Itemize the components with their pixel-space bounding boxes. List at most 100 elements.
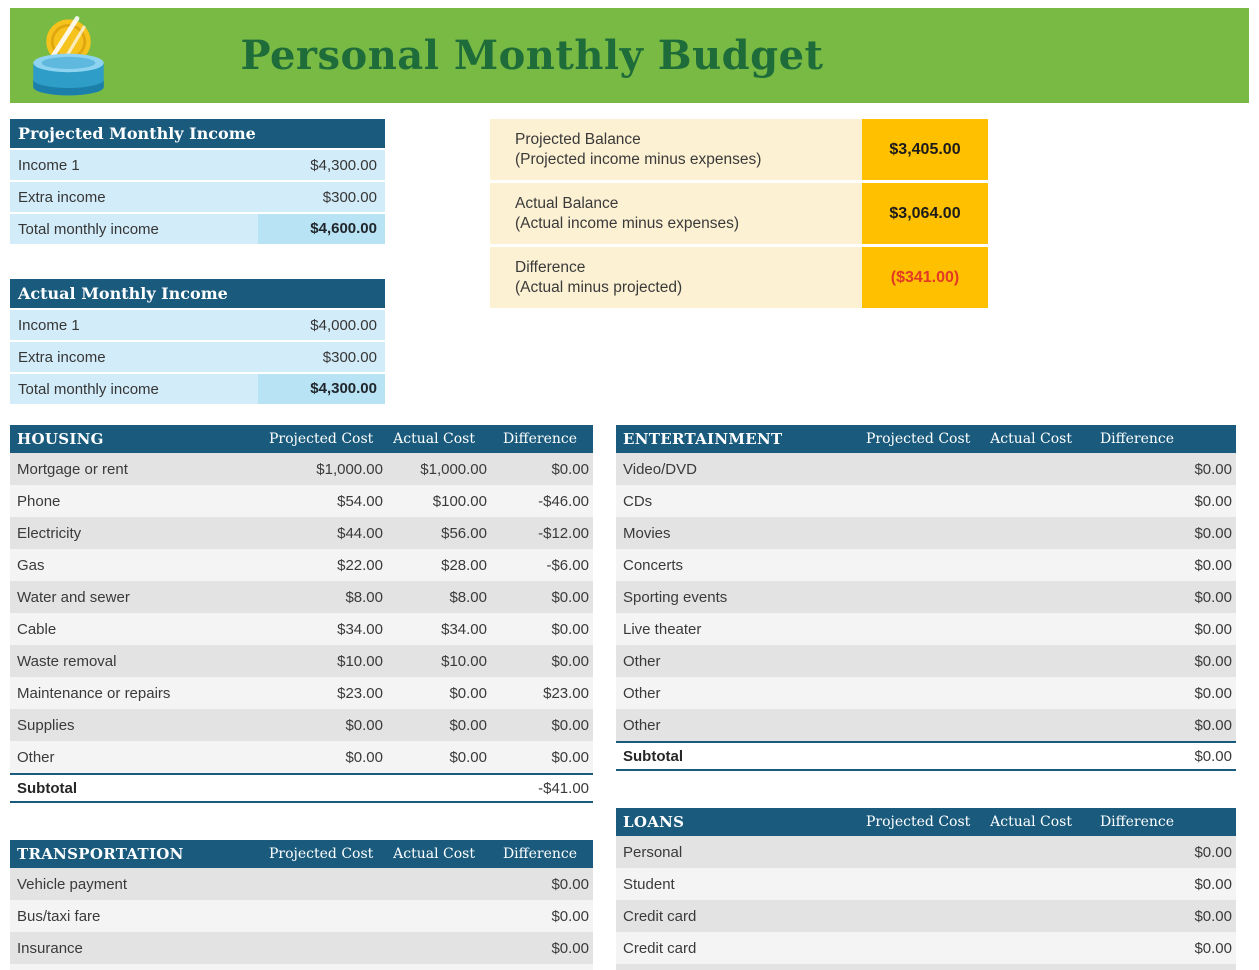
difference-cell[interactable]: $0.00: [1194, 652, 1232, 670]
difference-cell[interactable]: $0.00: [551, 716, 589, 734]
difference-cell[interactable]: $0.00: [1194, 907, 1232, 925]
balance-value-cell[interactable]: ($341.00): [862, 247, 988, 308]
expense-label-cell[interactable]: Credit card: [623, 939, 697, 957]
actual-cost-cell[interactable]: $56.00: [441, 524, 487, 542]
expense-category-title-cell[interactable]: ENTERTAINMENT: [623, 430, 783, 448]
expense-label-cell[interactable]: Water and sewer: [17, 588, 130, 606]
difference-cell[interactable]: $0.00: [551, 748, 589, 766]
actual-cost-cell[interactable]: $0.00: [449, 748, 487, 766]
income-value-cell[interactable]: $4,000.00: [310, 316, 377, 334]
income-label-cell[interactable]: Extra income: [18, 348, 106, 366]
actual-cost-cell[interactable]: $28.00: [441, 556, 487, 574]
difference-cell[interactable]: $0.00: [551, 620, 589, 638]
income-label-cell[interactable]: Income 1: [18, 316, 80, 334]
column-header-cell[interactable]: Projected Cost: [866, 814, 971, 830]
projected-cost-cell[interactable]: $54.00: [337, 492, 383, 510]
difference-cell[interactable]: $0.00: [1194, 716, 1232, 734]
expense-category-title-cell[interactable]: TRANSPORTATION: [17, 845, 184, 863]
expense-label-cell[interactable]: Insurance: [17, 939, 83, 957]
difference-cell[interactable]: $0.00: [1194, 875, 1232, 893]
projected-cost-cell[interactable]: $1,000.00: [316, 460, 383, 478]
column-header-cell[interactable]: Projected Cost: [269, 431, 374, 447]
expense-label-cell[interactable]: Video/DVD: [623, 460, 697, 478]
subtotal-label-cell[interactable]: Subtotal: [17, 779, 77, 797]
projected-cost-cell[interactable]: $23.00: [337, 684, 383, 702]
actual-cost-cell[interactable]: $100.00: [432, 492, 487, 510]
balance-value-cell[interactable]: $3,064.00: [862, 183, 988, 244]
income-value-cell[interactable]: $300.00: [322, 348, 377, 366]
subtotal-label-cell[interactable]: Subtotal: [623, 747, 683, 765]
projected-cost-cell[interactable]: $34.00: [337, 620, 383, 638]
expense-label-cell[interactable]: Waste removal: [17, 652, 117, 670]
difference-cell[interactable]: $0.00: [1194, 556, 1232, 574]
actual-cost-cell[interactable]: $8.00: [449, 588, 487, 606]
difference-cell[interactable]: $0.00: [1194, 620, 1232, 638]
column-header-cell[interactable]: Actual Cost: [990, 431, 1072, 447]
balance-label-cell[interactable]: Difference (Actual minus projected): [490, 247, 862, 308]
expense-label-cell[interactable]: CDs: [623, 492, 653, 510]
column-header-cell[interactable]: Projected Cost: [269, 846, 374, 862]
difference-cell[interactable]: -$46.00: [538, 492, 589, 510]
expense-label-cell[interactable]: Concerts: [623, 556, 684, 574]
difference-cell[interactable]: $0.00: [1194, 939, 1232, 957]
difference-cell[interactable]: $0.00: [551, 939, 589, 957]
expense-label-cell[interactable]: Electricity: [17, 524, 82, 542]
expense-label-cell[interactable]: Sporting events: [623, 588, 728, 606]
projected-cost-cell[interactable]: $8.00: [345, 588, 383, 606]
income-total-label-cell[interactable]: Total monthly income: [18, 220, 159, 238]
income-label-cell[interactable]: Income 1: [18, 156, 80, 174]
difference-cell[interactable]: -$6.00: [546, 556, 589, 574]
subtotal-difference-cell[interactable]: $0.00: [1194, 747, 1232, 765]
income-total-value-cell[interactable]: $4,300.00: [258, 374, 385, 404]
expense-label-cell[interactable]: Other: [623, 716, 661, 734]
difference-cell[interactable]: $0.00: [1194, 843, 1232, 861]
expense-label-cell[interactable]: Credit card: [623, 907, 697, 925]
actual-cost-cell[interactable]: $10.00: [441, 652, 487, 670]
projected-cost-cell[interactable]: $44.00: [337, 524, 383, 542]
subtotal-difference-cell[interactable]: -$41.00: [538, 779, 589, 797]
column-header-cell[interactable]: Difference: [1099, 814, 1174, 830]
expense-label-cell[interactable]: Cable: [17, 620, 57, 638]
expense-label-cell[interactable]: Gas: [17, 556, 45, 574]
expense-label-cell[interactable]: Mortgage or rent: [17, 460, 128, 478]
expense-label-cell[interactable]: Other: [623, 652, 661, 670]
income-value-cell[interactable]: $300.00: [322, 188, 377, 206]
difference-cell[interactable]: $23.00: [543, 684, 589, 702]
difference-cell[interactable]: $0.00: [1194, 684, 1232, 702]
expense-label-cell[interactable]: Other: [17, 748, 55, 766]
difference-cell[interactable]: $0.00: [1194, 492, 1232, 510]
income-table-header-cell[interactable]: Projected Monthly Income: [10, 119, 385, 148]
difference-cell[interactable]: $0.00: [551, 875, 589, 893]
balance-label-cell[interactable]: Actual Balance (Actual income minus expe…: [490, 183, 862, 244]
projected-cost-cell[interactable]: $10.00: [337, 652, 383, 670]
balance-label-cell[interactable]: Projected Balance (Projected income minu…: [490, 119, 862, 180]
expense-category-title-cell[interactable]: HOUSING: [17, 430, 104, 448]
column-header-cell[interactable]: Difference: [1099, 431, 1174, 447]
difference-cell[interactable]: $0.00: [551, 652, 589, 670]
difference-cell[interactable]: $0.00: [1194, 524, 1232, 542]
expense-label-cell[interactable]: Personal: [623, 843, 683, 861]
difference-cell[interactable]: -$12.00: [538, 524, 589, 542]
expense-label-cell[interactable]: Other: [623, 684, 661, 702]
projected-cost-cell[interactable]: $22.00: [337, 556, 383, 574]
income-total-label-cell[interactable]: Total monthly income: [18, 380, 159, 398]
column-header-cell[interactable]: Difference: [502, 431, 577, 447]
expense-label-cell[interactable]: Bus/taxi fare: [17, 907, 101, 925]
column-header-cell[interactable]: Projected Cost: [866, 431, 971, 447]
actual-cost-cell[interactable]: $34.00: [441, 620, 487, 638]
expense-label-cell[interactable]: Vehicle payment: [17, 875, 128, 893]
actual-cost-cell[interactable]: $0.00: [449, 684, 487, 702]
projected-cost-cell[interactable]: $0.00: [345, 716, 383, 734]
expense-label-cell[interactable]: Live theater: [623, 620, 702, 638]
column-header-cell[interactable]: Actual Cost: [393, 431, 475, 447]
expense-label-cell[interactable]: Student: [623, 875, 675, 893]
projected-cost-cell[interactable]: $0.00: [345, 748, 383, 766]
difference-cell[interactable]: $0.00: [551, 588, 589, 606]
income-label-cell[interactable]: Extra income: [18, 188, 106, 206]
difference-cell[interactable]: $0.00: [551, 460, 589, 478]
expense-label-cell[interactable]: Maintenance or repairs: [17, 684, 171, 702]
expense-label-cell[interactable]: Movies: [623, 524, 671, 542]
actual-cost-cell[interactable]: $1,000.00: [420, 460, 487, 478]
income-table-header-cell[interactable]: Actual Monthly Income: [10, 279, 385, 308]
income-value-cell[interactable]: $4,300.00: [310, 156, 377, 174]
